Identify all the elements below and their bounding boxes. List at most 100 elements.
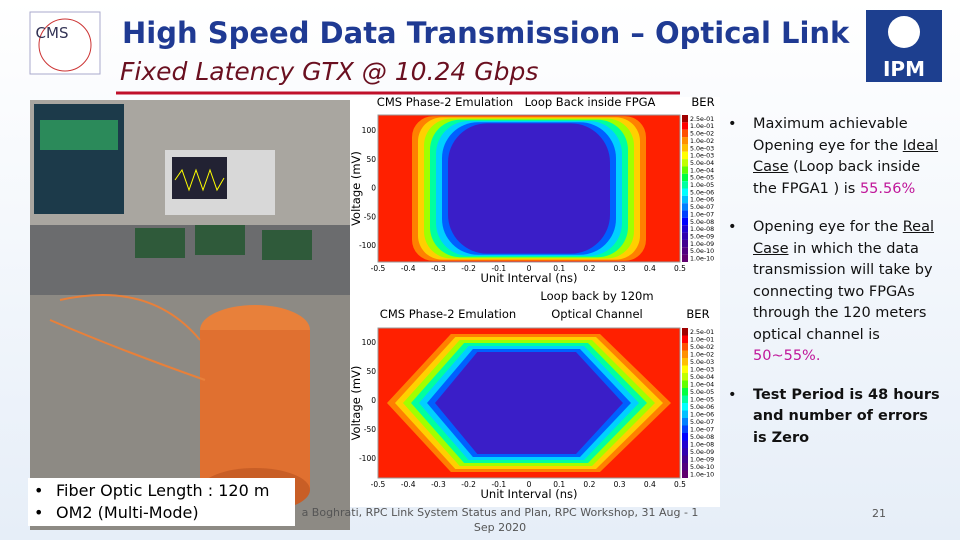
color-bar-cell [682, 388, 688, 396]
ber-label: 5.0e-04 [690, 160, 714, 167]
bullet-text: Real Case [753, 219, 935, 257]
y-axis-label: Voltage (mV) [349, 366, 363, 441]
bullet-text: Maximum achievable Opening eye for the [753, 116, 908, 154]
color-bar-cell [682, 455, 688, 463]
eye-contour [448, 123, 610, 254]
x-tick-label: -0.1 [491, 264, 506, 273]
color-bar-cell [682, 448, 688, 456]
plot-frame [377, 114, 681, 263]
plot-title: CMS Phase-2 Emulation [380, 307, 516, 321]
ber-label: 5.0e-03 [690, 359, 714, 366]
ber-label: 1.0e-06 [690, 197, 714, 204]
ber-label: 1.0e-05 [690, 397, 714, 404]
monitor-screen [40, 120, 118, 150]
ber-label: 5.0e-08 [690, 219, 714, 226]
ber-label: 1.0e-02 [690, 352, 714, 359]
x-tick-label: 0 [527, 264, 532, 273]
color-bar-cell [682, 380, 688, 388]
ber-label: 1.0e-06 [690, 412, 714, 419]
color-bar-cell [682, 144, 688, 152]
bullet-text: 50~55%. [753, 348, 821, 364]
ber-label: 1.0e-03 [690, 367, 714, 374]
color-bar-cell [682, 151, 688, 160]
color-bar-cell [682, 433, 688, 441]
photo [30, 100, 350, 530]
legend-title: BER [686, 307, 709, 321]
color-bar-cell [682, 350, 688, 358]
color-bar-cell [682, 232, 688, 240]
ipm-logo-mark [888, 16, 920, 48]
x-tick-label: -0.5 [371, 480, 386, 489]
color-bar-cell [682, 373, 688, 381]
bullet-text: (Loop back inside the FPGA1 ) is [753, 159, 921, 197]
x-tick-label: -0.3 [431, 480, 446, 489]
x-tick-label: -0.4 [401, 264, 416, 273]
color-bar-cell [682, 115, 688, 123]
eye-diagrams: CMS Phase-2 Emulation Loop Back inside FP… [349, 95, 715, 501]
x-tick-label: 0.5 [674, 480, 686, 489]
eye-contour [435, 352, 623, 454]
bullet-text: in which the data transmission will take… [753, 240, 933, 343]
bullet-text: Test Period is 48 hours and number of er… [753, 386, 940, 446]
bullet: Maximum achievable Opening eye for the I… [728, 114, 940, 200]
x-tick-label: -0.1 [491, 480, 506, 489]
y-axis-label: Voltage (mV) [349, 151, 363, 226]
x-tick-label: 0.5 [674, 264, 686, 273]
ber-label: 1.0e-01 [690, 123, 714, 130]
color-bar-cell [682, 365, 688, 373]
ber-label: 1.0e-10 [690, 472, 714, 479]
ber-label: 1.0e-04 [690, 382, 714, 389]
color-bar-cell [682, 122, 688, 130]
y-tick-label: -100 [359, 454, 376, 463]
ber-label: 5.0e-10 [690, 248, 714, 255]
y-tick-label: -50 [364, 212, 376, 221]
ber-label: 5.0e-06 [690, 189, 714, 196]
ber-label: 5.0e-04 [690, 374, 714, 381]
ber-label: 5.0e-09 [690, 449, 714, 456]
ber-label: 5.0e-08 [690, 434, 714, 441]
plot-title: CMS Phase-2 Emulation [377, 95, 513, 109]
scope-screen [172, 157, 227, 199]
color-bar-cell [682, 343, 688, 351]
x-tick-label: 0.3 [614, 264, 626, 273]
board [195, 225, 245, 255]
ber-label: 5.0e-07 [690, 204, 714, 211]
color-bar-cell [682, 470, 688, 478]
x-tick-label: 0.1 [553, 264, 565, 273]
y-tick-label: 100 [362, 338, 377, 347]
color-bar-cell [682, 395, 688, 403]
x-tick-label: 0.1 [553, 480, 565, 489]
cms-logo-text: CMS [36, 24, 69, 42]
ber-label: 1.0e-07 [690, 211, 714, 218]
ber-label: 1.0e-10 [690, 256, 714, 263]
x-tick-label: 0.2 [583, 264, 595, 273]
color-bar-cell [682, 328, 688, 336]
board [262, 230, 312, 260]
plot-frame [377, 327, 681, 479]
x-tick-label: 0.4 [644, 264, 656, 273]
legend-title: BER [691, 95, 714, 109]
color-bar-cell [682, 188, 688, 196]
ber-label: 2.5e-01 [690, 116, 714, 123]
bullet-list: Maximum achievable Opening eye for the I… [728, 114, 940, 466]
plot-subtitle: Loop back by 120m [540, 289, 653, 303]
color-bar-cell [682, 173, 688, 182]
x-axis-label: Unit Interval (ns) [480, 271, 577, 285]
y-tick-label: 0 [371, 396, 376, 405]
ber-label: 5.0e-03 [690, 145, 714, 152]
fiber-coil [200, 330, 310, 490]
color-bar-cell [682, 166, 688, 174]
cms-logo-ring [38, 18, 92, 72]
subtitle: Fixed Latency GTX @ 10.24 Gbps [120, 57, 538, 86]
y-tick-label: 50 [366, 155, 376, 164]
footer: a Boghrati, RPC Link System Status and P… [301, 506, 699, 534]
color-bar-cell [682, 254, 688, 262]
color-bar-cell [682, 210, 688, 218]
scope-trace [174, 168, 225, 192]
x-tick-label: -0.2 [461, 480, 476, 489]
bullet-text: Ideal Case [753, 137, 939, 176]
caption-item: OM2 (Multi-Mode) [34, 502, 289, 524]
ber-label: 1.0e-02 [690, 138, 714, 145]
